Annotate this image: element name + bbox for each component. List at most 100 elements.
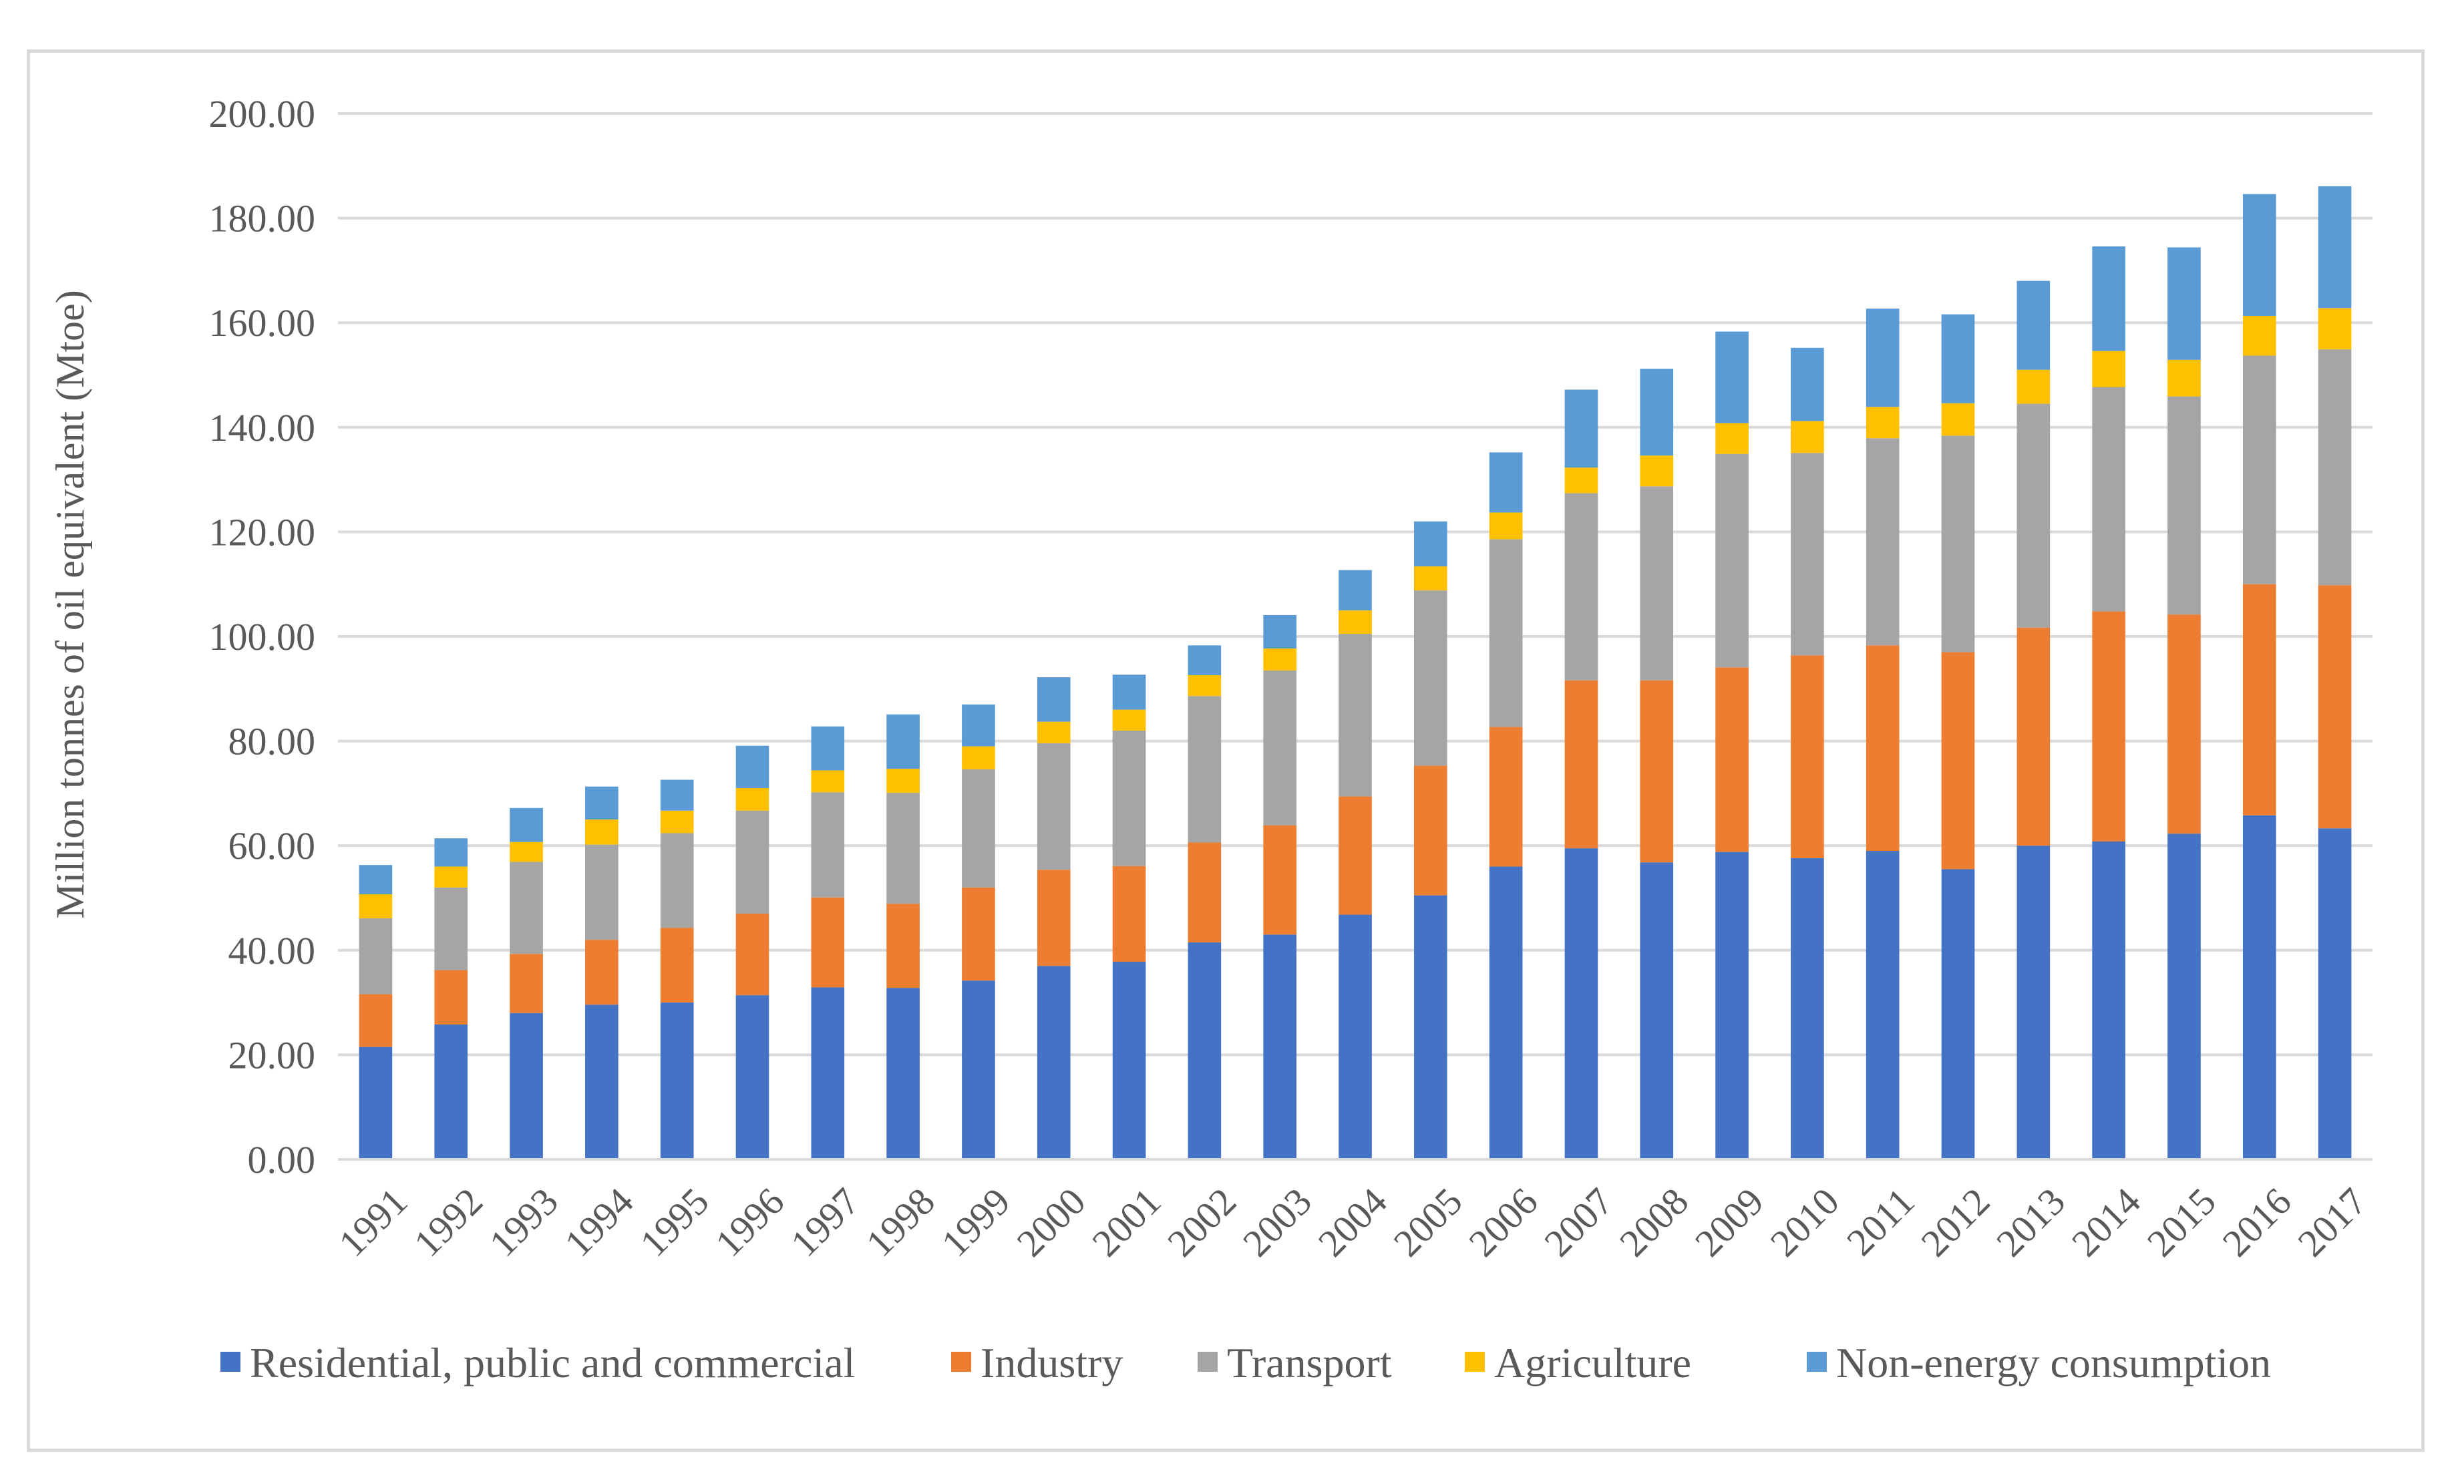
bar-segment — [1564, 389, 1598, 468]
x-tick-label: 1996 — [707, 1179, 792, 1265]
bar-segment — [1037, 721, 1071, 743]
bar-segment — [1791, 421, 1824, 453]
bar-segment — [510, 954, 543, 1013]
bar-segment — [1564, 848, 1598, 1159]
bar-segment — [886, 904, 920, 988]
y-axis-label: Million tonnes of oil equivalent (Mtoe) — [48, 290, 92, 919]
bar-segment — [1941, 314, 1975, 403]
x-tick-label: 2017 — [2290, 1179, 2375, 1265]
bar-segment — [434, 866, 468, 888]
x-tick-label: 2001 — [1083, 1179, 1169, 1265]
bar-segment — [1640, 862, 1674, 1159]
x-axis-ticks: 1991199219931994199519961997199819992000… — [330, 1179, 2374, 1265]
x-tick-label: 2008 — [1611, 1179, 1697, 1265]
x-tick-label: 1997 — [782, 1179, 868, 1265]
bar-segment — [2242, 316, 2276, 356]
bar-segment — [735, 810, 769, 914]
bar-segment — [1112, 962, 1146, 1159]
bar-segment — [2016, 281, 2051, 370]
bar-segment — [1489, 452, 1523, 513]
bar-segment — [1339, 796, 1372, 915]
bar-segment — [735, 913, 769, 996]
legend-label: Agriculture — [1494, 1339, 1691, 1386]
bar-segment — [886, 714, 920, 769]
bar-segment — [2318, 308, 2352, 350]
bar-segment — [735, 745, 769, 789]
bar-segment — [2167, 247, 2201, 360]
bar-segment — [1112, 709, 1146, 731]
bar-segment — [811, 792, 845, 898]
bar-segment — [1188, 675, 1222, 697]
legend-label: Residential, public and commercial — [250, 1339, 855, 1386]
bar-segment — [1339, 570, 1372, 610]
bar-segment — [1263, 670, 1297, 825]
legend-swatch — [1198, 1352, 1218, 1372]
bar-segment — [1489, 727, 1523, 867]
y-tick-label: 80.00 — [228, 720, 316, 763]
legend-swatch — [951, 1352, 971, 1372]
bar-segment — [2016, 369, 2051, 404]
bar-segment — [660, 833, 694, 928]
bar-segment — [1339, 634, 1372, 797]
bar-segment — [1489, 539, 1523, 727]
y-axis-ticks: 0.00 20.00 40.00 60.00 80.00 100.00 120.00 140.… — [209, 92, 316, 1181]
y-tick-label: 60.00 — [228, 824, 316, 868]
y-tick-label: 120.00 — [209, 510, 316, 554]
bar-segment — [2242, 584, 2276, 815]
bar-segment — [1715, 423, 1749, 454]
y-tick-label: 0.00 — [248, 1138, 316, 1181]
bar-segment — [510, 862, 543, 954]
x-tick-label: 1991 — [330, 1179, 415, 1265]
bar-segment — [2242, 815, 2276, 1159]
x-tick-label: 2012 — [1912, 1179, 1998, 1265]
x-tick-label: 1992 — [405, 1179, 491, 1265]
y-tick-label: 160.00 — [209, 301, 316, 345]
bar-segment — [962, 746, 995, 769]
bar-segment — [1640, 680, 1674, 863]
bar-segment — [811, 726, 845, 771]
bar-segment — [1791, 347, 1824, 421]
bar-segment — [660, 928, 694, 1003]
legend-label: Transport — [1227, 1339, 1392, 1386]
bar-segment — [660, 779, 694, 811]
bar-segment — [2092, 351, 2125, 387]
bar-segment — [434, 970, 468, 1025]
bar-segment — [2092, 841, 2125, 1159]
legend-swatch — [1807, 1352, 1827, 1372]
x-tick-label: 2004 — [1310, 1179, 1395, 1265]
bar-segment — [359, 894, 393, 919]
bar-segment — [510, 807, 543, 842]
bar-segment — [1564, 468, 1598, 494]
bar-segment — [886, 769, 920, 793]
bar-segment — [1866, 645, 1900, 852]
bar-segment — [359, 918, 393, 994]
y-tick-label: 200.00 — [209, 92, 316, 136]
bar-segment — [962, 980, 995, 1159]
bar-segment — [1188, 942, 1222, 1159]
bar-segment — [585, 786, 619, 820]
bar-segment — [2242, 194, 2276, 317]
bar-segment — [359, 865, 393, 895]
bar-segment — [1640, 486, 1674, 681]
y-tick-label: 40.00 — [228, 929, 316, 972]
bar-segment — [1263, 614, 1297, 649]
bar-segment — [1866, 438, 1900, 646]
x-tick-label: 1995 — [632, 1179, 717, 1265]
x-tick-label: 2003 — [1234, 1179, 1320, 1265]
bar-segment — [660, 810, 694, 833]
bar-segment — [811, 897, 845, 988]
bar-segment — [434, 1024, 468, 1159]
legend-label: Non-energy consumption — [1836, 1339, 2271, 1386]
bar-segment — [510, 842, 543, 862]
bar-segment — [1640, 455, 1674, 487]
bar-segment — [1037, 743, 1071, 870]
bar-segment — [1188, 645, 1222, 675]
bar-segment — [585, 819, 619, 845]
bar-segment — [1791, 453, 1824, 656]
x-tick-label: 2002 — [1159, 1179, 1244, 1265]
bar-segment — [1339, 610, 1372, 634]
bar-segment — [1941, 435, 1975, 653]
bar-segment — [1188, 842, 1222, 943]
bar-segment — [1037, 677, 1071, 722]
bar-segment — [2016, 627, 2051, 846]
